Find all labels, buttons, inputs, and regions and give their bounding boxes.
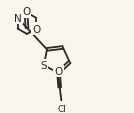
Text: O: O [32, 24, 40, 34]
Text: Cl: Cl [58, 104, 67, 113]
Text: N: N [14, 14, 22, 24]
Text: S: S [41, 61, 47, 71]
Text: O: O [22, 7, 30, 17]
Text: O: O [55, 66, 63, 76]
